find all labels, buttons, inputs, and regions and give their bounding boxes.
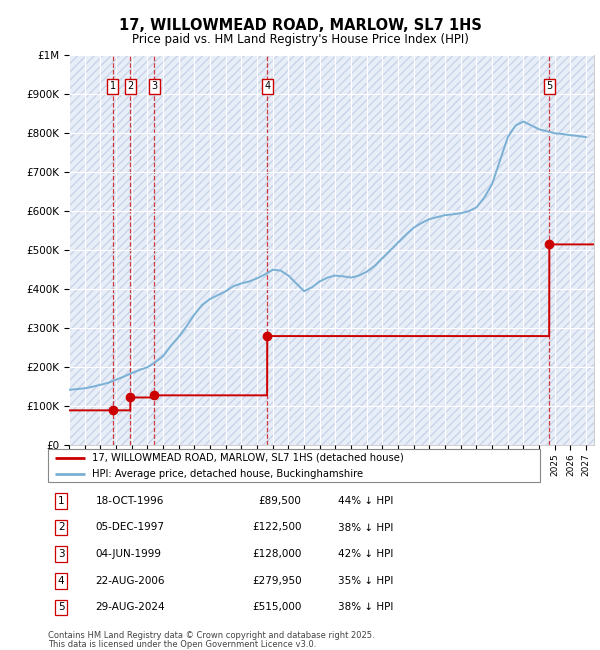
Text: £122,500: £122,500 (252, 523, 301, 532)
Text: 29-AUG-2024: 29-AUG-2024 (95, 603, 165, 612)
Text: This data is licensed under the Open Government Licence v3.0.: This data is licensed under the Open Gov… (48, 640, 316, 649)
Text: 38% ↓ HPI: 38% ↓ HPI (338, 523, 394, 532)
Text: 1: 1 (110, 81, 116, 92)
Text: 42% ↓ HPI: 42% ↓ HPI (338, 549, 394, 559)
Text: 3: 3 (151, 81, 157, 92)
Text: Contains HM Land Registry data © Crown copyright and database right 2025.: Contains HM Land Registry data © Crown c… (48, 630, 374, 640)
Text: 17, WILLOWMEAD ROAD, MARLOW, SL7 1HS: 17, WILLOWMEAD ROAD, MARLOW, SL7 1HS (119, 18, 481, 33)
Text: £515,000: £515,000 (252, 603, 301, 612)
Text: £279,950: £279,950 (252, 576, 301, 586)
Text: 4: 4 (264, 81, 271, 92)
Text: 2: 2 (127, 81, 134, 92)
Text: £89,500: £89,500 (259, 496, 301, 506)
Text: 18-OCT-1996: 18-OCT-1996 (95, 496, 164, 506)
Text: 44% ↓ HPI: 44% ↓ HPI (338, 496, 394, 506)
Text: 2: 2 (58, 523, 65, 532)
Text: HPI: Average price, detached house, Buckinghamshire: HPI: Average price, detached house, Buck… (92, 469, 364, 479)
Text: 5: 5 (58, 603, 65, 612)
Text: 17, WILLOWMEAD ROAD, MARLOW, SL7 1HS (detached house): 17, WILLOWMEAD ROAD, MARLOW, SL7 1HS (de… (92, 453, 404, 463)
Text: 35% ↓ HPI: 35% ↓ HPI (338, 576, 394, 586)
Text: 1: 1 (58, 496, 65, 506)
Text: 3: 3 (58, 549, 65, 559)
FancyBboxPatch shape (48, 448, 540, 482)
Text: £128,000: £128,000 (252, 549, 301, 559)
Text: 4: 4 (58, 576, 65, 586)
Text: Price paid vs. HM Land Registry's House Price Index (HPI): Price paid vs. HM Land Registry's House … (131, 32, 469, 46)
Text: 38% ↓ HPI: 38% ↓ HPI (338, 603, 394, 612)
Text: 05-DEC-1997: 05-DEC-1997 (95, 523, 164, 532)
Text: 22-AUG-2006: 22-AUG-2006 (95, 576, 165, 586)
Text: 5: 5 (546, 81, 553, 92)
Text: 04-JUN-1999: 04-JUN-1999 (95, 549, 161, 559)
